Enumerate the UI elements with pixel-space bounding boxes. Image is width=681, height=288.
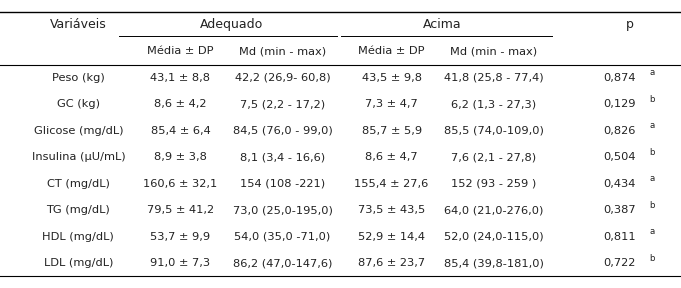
Text: Peso (kg): Peso (kg) <box>52 73 105 83</box>
Text: 152 (93 - 259 ): 152 (93 - 259 ) <box>451 179 537 189</box>
Text: 87,6 ± 23,7: 87,6 ± 23,7 <box>358 258 425 268</box>
Text: 85,4 (39,8-181,0): 85,4 (39,8-181,0) <box>444 258 543 268</box>
Text: b: b <box>650 148 655 157</box>
Text: 0,874: 0,874 <box>603 73 636 83</box>
Text: Média ± DP: Média ± DP <box>358 46 425 56</box>
Text: Adequado: Adequado <box>200 18 263 31</box>
Text: a: a <box>650 228 655 236</box>
Text: CT (mg/dL): CT (mg/dL) <box>47 179 110 189</box>
Text: 64,0 (21,0-276,0): 64,0 (21,0-276,0) <box>444 205 543 215</box>
Text: 43,5 ± 9,8: 43,5 ± 9,8 <box>362 73 422 83</box>
Text: 160,6 ± 32,1: 160,6 ± 32,1 <box>143 179 218 189</box>
Text: a: a <box>650 175 655 183</box>
Text: 8,1 (3,4 - 16,6): 8,1 (3,4 - 16,6) <box>240 152 326 162</box>
Text: Média ± DP: Média ± DP <box>147 46 214 56</box>
Text: 85,5 (74,0-109,0): 85,5 (74,0-109,0) <box>444 126 543 136</box>
Text: Acima: Acima <box>424 18 462 31</box>
Text: 154 (108 -221): 154 (108 -221) <box>240 179 326 189</box>
Text: 0,722: 0,722 <box>603 258 636 268</box>
Text: 8,6 ± 4,7: 8,6 ± 4,7 <box>365 152 418 162</box>
Text: 8,9 ± 3,8: 8,9 ± 3,8 <box>154 152 207 162</box>
Text: TG (mg/dL): TG (mg/dL) <box>46 205 110 215</box>
Text: 41,8 (25,8 - 77,4): 41,8 (25,8 - 77,4) <box>444 73 543 83</box>
Text: 73,5 ± 43,5: 73,5 ± 43,5 <box>358 205 425 215</box>
Text: Md (min - max): Md (min - max) <box>450 46 537 56</box>
Text: b: b <box>650 201 655 210</box>
Text: 0,826: 0,826 <box>603 126 636 136</box>
Text: 0,387: 0,387 <box>603 205 636 215</box>
Text: b: b <box>650 95 655 104</box>
Text: 84,5 (76,0 - 99,0): 84,5 (76,0 - 99,0) <box>233 126 332 136</box>
Text: 73,0 (25,0-195,0): 73,0 (25,0-195,0) <box>233 205 332 215</box>
Text: b: b <box>650 254 655 263</box>
Text: 0,129: 0,129 <box>603 99 636 109</box>
Text: HDL (mg/dL): HDL (mg/dL) <box>42 232 114 242</box>
Text: 85,7 ± 5,9: 85,7 ± 5,9 <box>362 126 422 136</box>
Text: 7,3 ± 4,7: 7,3 ± 4,7 <box>365 99 418 109</box>
Text: Insulina (μU/mL): Insulina (μU/mL) <box>31 152 125 162</box>
Text: 0,504: 0,504 <box>603 152 636 162</box>
Text: Md (min - max): Md (min - max) <box>239 46 326 56</box>
Text: p: p <box>626 18 634 31</box>
Text: 155,4 ± 27,6: 155,4 ± 27,6 <box>354 179 429 189</box>
Text: 85,4 ± 6,4: 85,4 ± 6,4 <box>151 126 210 136</box>
Text: GC (kg): GC (kg) <box>57 99 100 109</box>
Text: 54,0 (35,0 -71,0): 54,0 (35,0 -71,0) <box>234 232 331 242</box>
Text: 91,0 ± 7,3: 91,0 ± 7,3 <box>151 258 210 268</box>
Text: 79,5 ± 41,2: 79,5 ± 41,2 <box>147 205 214 215</box>
Text: 0,434: 0,434 <box>603 179 636 189</box>
Text: 7,5 (2,2 - 17,2): 7,5 (2,2 - 17,2) <box>240 99 326 109</box>
Text: a: a <box>650 69 655 77</box>
Text: 42,2 (26,9- 60,8): 42,2 (26,9- 60,8) <box>235 73 330 83</box>
Text: 53,7 ± 9,9: 53,7 ± 9,9 <box>151 232 210 242</box>
Text: 8,6 ± 4,2: 8,6 ± 4,2 <box>154 99 207 109</box>
Text: 52,9 ± 14,4: 52,9 ± 14,4 <box>358 232 425 242</box>
Text: a: a <box>650 122 655 130</box>
Text: 7,6 (2,1 - 27,8): 7,6 (2,1 - 27,8) <box>451 152 536 162</box>
Text: Glicose (mg/dL): Glicose (mg/dL) <box>33 126 123 136</box>
Text: 43,1 ± 8,8: 43,1 ± 8,8 <box>151 73 210 83</box>
Text: 86,2 (47,0-147,6): 86,2 (47,0-147,6) <box>233 258 332 268</box>
Text: 0,811: 0,811 <box>603 232 636 242</box>
Text: 52,0 (24,0-115,0): 52,0 (24,0-115,0) <box>444 232 543 242</box>
Text: Variáveis: Variáveis <box>50 18 107 31</box>
Text: 6,2 (1,3 - 27,3): 6,2 (1,3 - 27,3) <box>451 99 536 109</box>
Text: LDL (mg/dL): LDL (mg/dL) <box>44 258 113 268</box>
